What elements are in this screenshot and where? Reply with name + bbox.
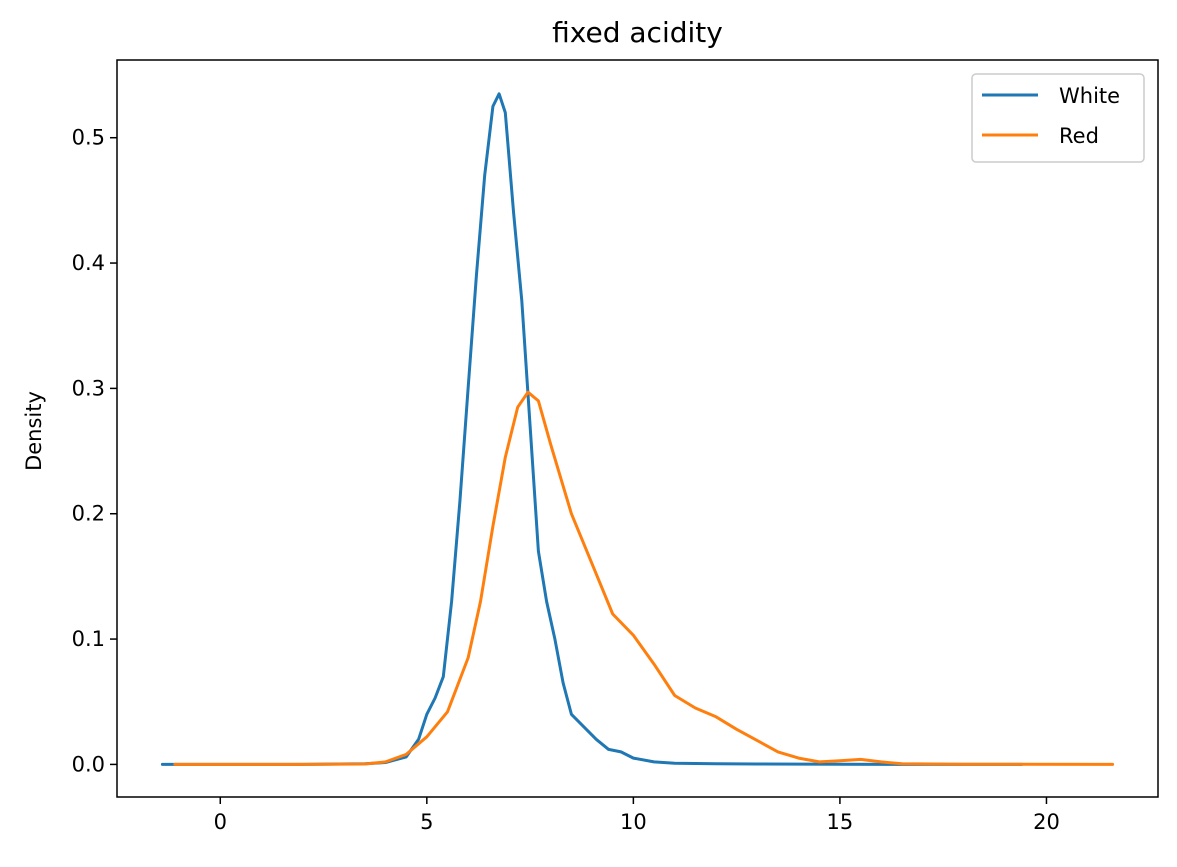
legend-label-white: White (1059, 84, 1120, 108)
plot-area (160, 92, 1115, 766)
y-tick-label: 0.5 (72, 126, 105, 150)
plot-frame (116, 59, 1159, 798)
x-tick-label: 20 (1033, 810, 1060, 834)
legend-label-red: Red (1059, 124, 1099, 148)
x-tick-label: 0 (214, 810, 227, 834)
x-tick-label: 15 (827, 810, 854, 834)
x-tick-label: 5 (420, 810, 433, 834)
y-tick-label: 0.0 (72, 752, 105, 776)
series-line-white (160, 92, 1024, 766)
y-tick-label: 0.4 (72, 251, 105, 275)
y-axis: 0.0 0.1 0.2 0.3 0.4 0.5 (72, 126, 117, 776)
series-line-red (173, 390, 1115, 766)
y-tick-label: 0.2 (72, 502, 105, 526)
legend: White Red (971, 73, 1145, 163)
y-axis-label: Density (22, 391, 46, 471)
x-tick-label: 10 (620, 810, 647, 834)
y-tick-label: 0.1 (72, 627, 105, 651)
y-tick-label: 0.3 (72, 376, 105, 400)
chart-title: fixed acidity (552, 16, 723, 49)
x-axis: 0 5 10 15 20 (214, 797, 1060, 834)
